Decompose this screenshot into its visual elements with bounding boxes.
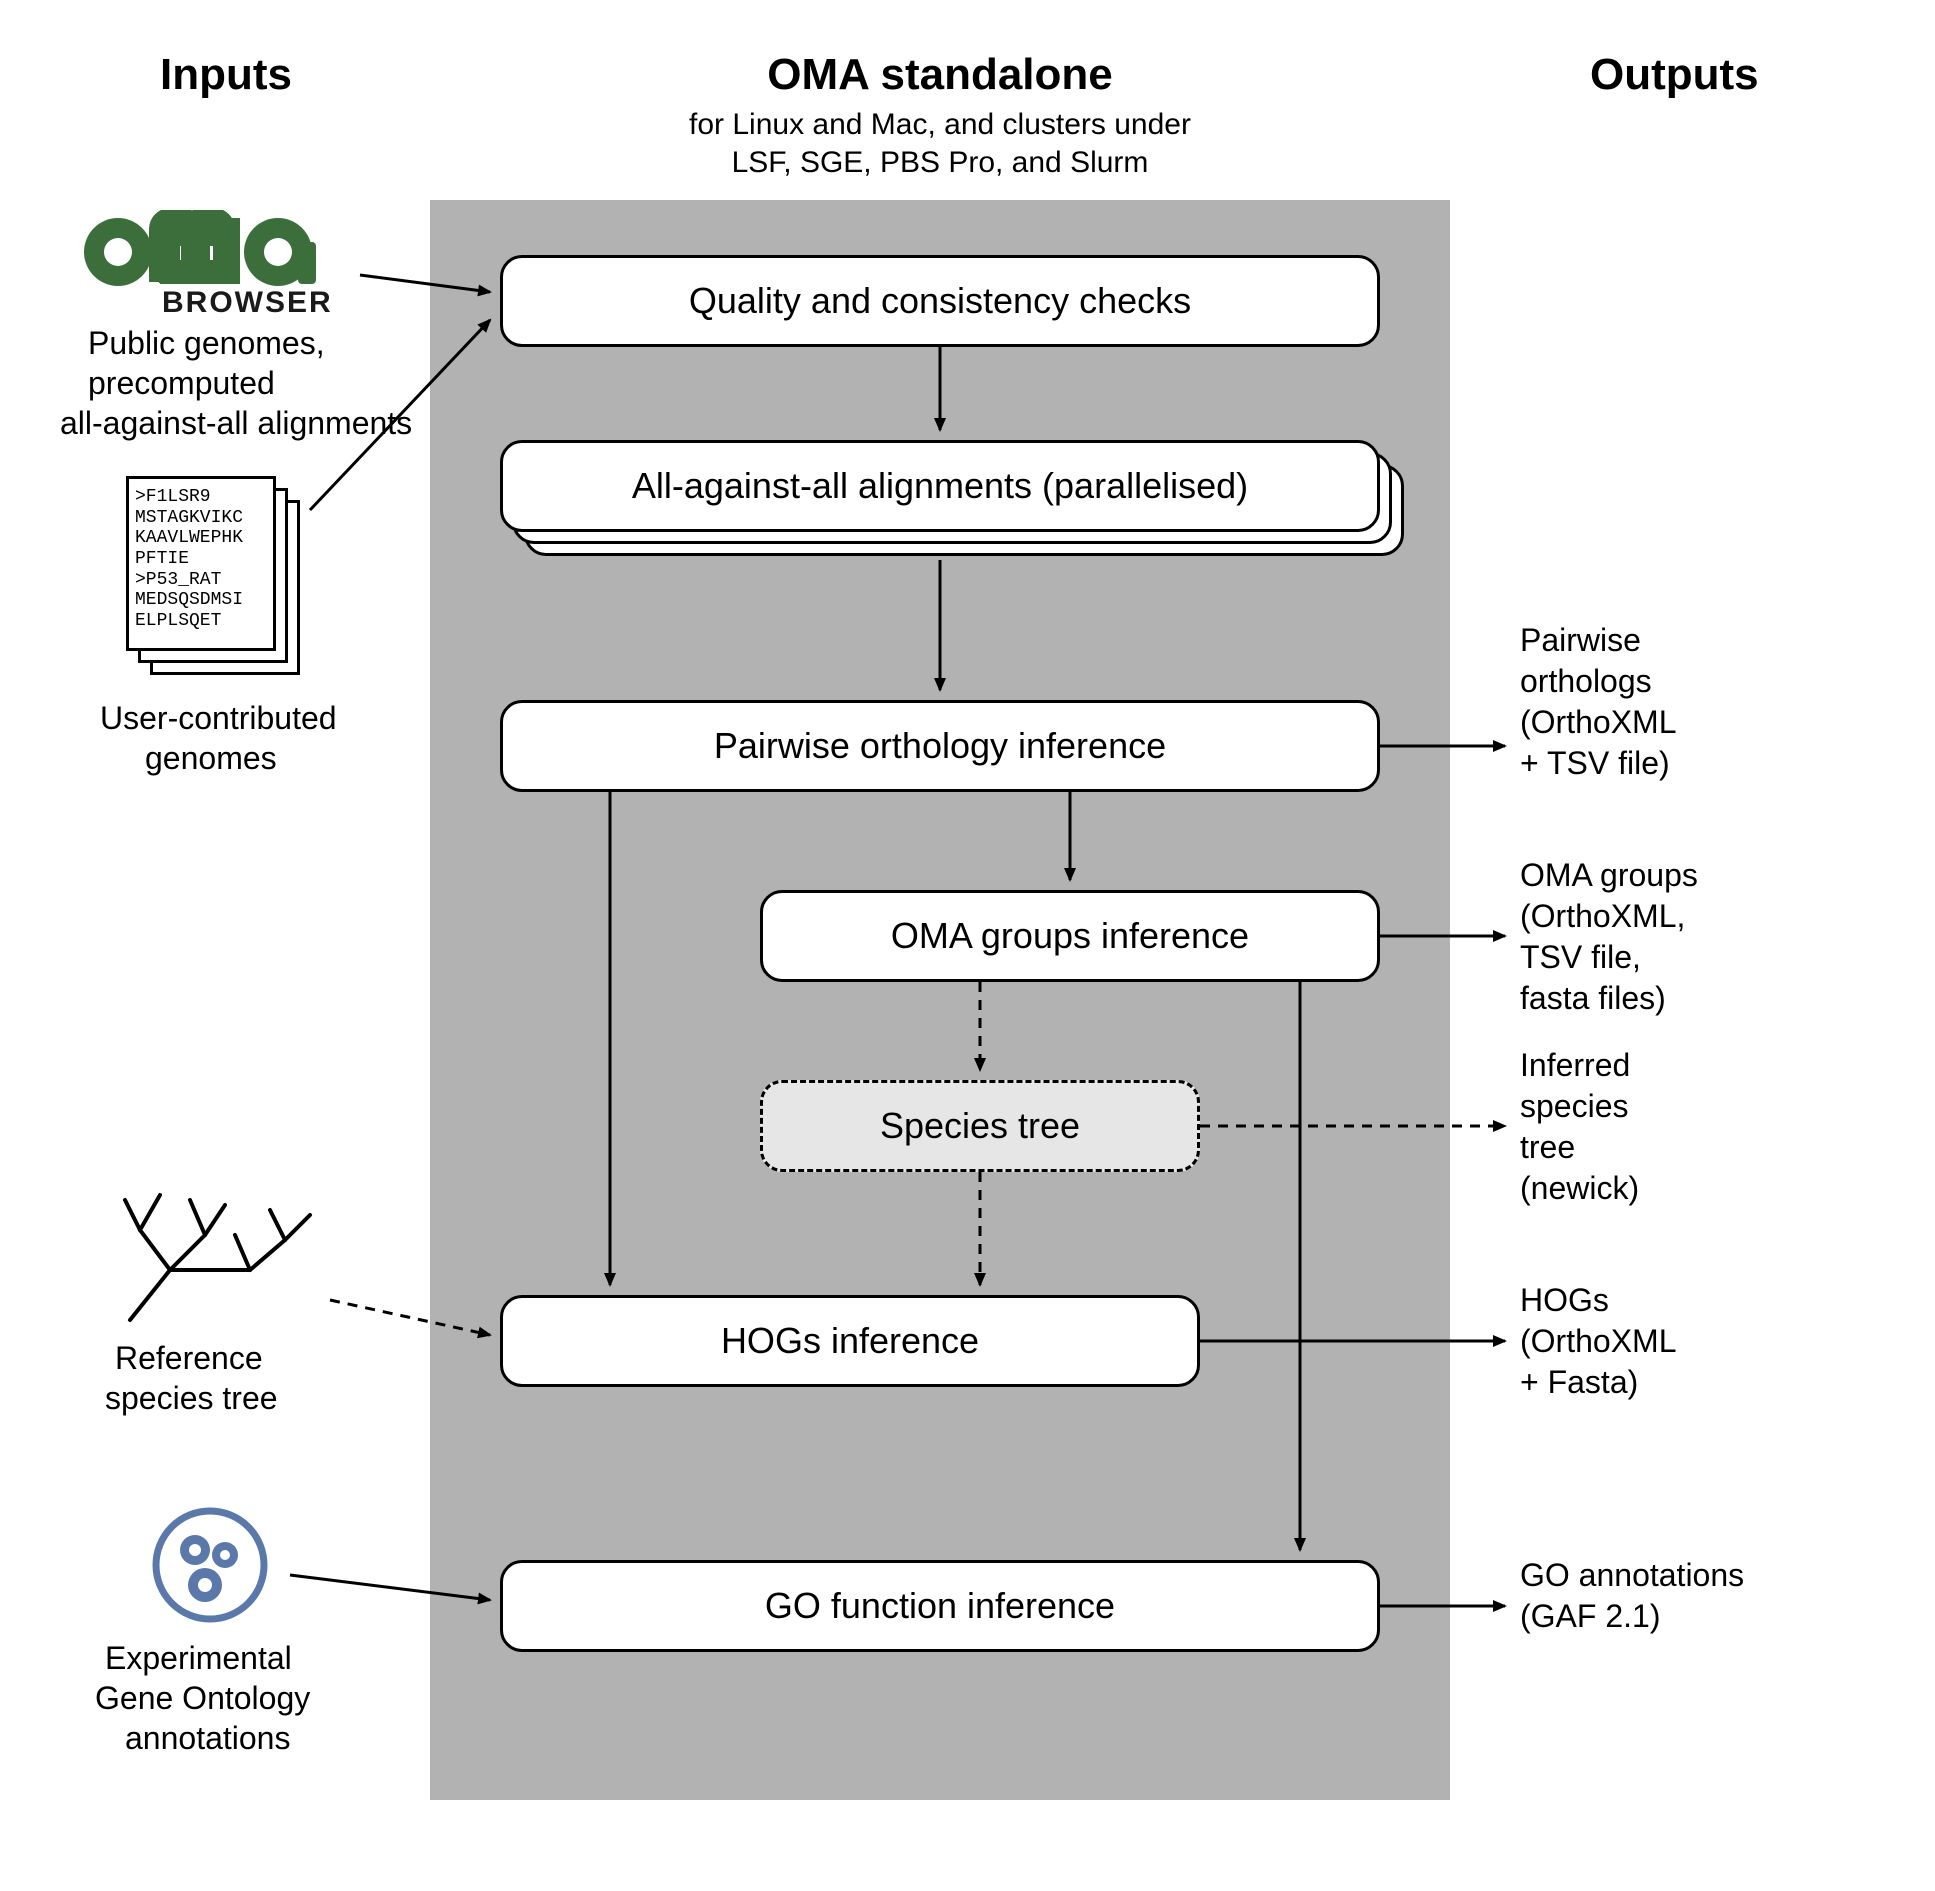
output-species-l4: (newick) bbox=[1520, 1168, 1639, 1209]
node-pairwise: Pairwise orthology inference bbox=[500, 700, 1380, 792]
label-ref-tree-2: species tree bbox=[105, 1380, 278, 1417]
label-go-1: Experimental bbox=[105, 1640, 292, 1677]
label-go-2: Gene Ontology bbox=[95, 1680, 310, 1717]
output-omagroups: OMA groups (OrthoXML, TSV file, fasta fi… bbox=[1520, 855, 1698, 1019]
output-omagroups-l3: TSV file, bbox=[1520, 937, 1698, 978]
fasta-file-icon: >F1LSR9 MSTAGKVIKC KAAVLWEPHK PFTIE >P53… bbox=[126, 476, 276, 651]
node-species-tree: Species tree bbox=[760, 1080, 1200, 1172]
output-pairwise-l1: Pairwise bbox=[1520, 620, 1676, 661]
output-omagroups-l4: fasta files) bbox=[1520, 978, 1698, 1019]
label-ref-tree-1: Reference bbox=[115, 1340, 263, 1377]
label-public-genomes-3: all-against-all alignments bbox=[60, 405, 412, 442]
reference-tree-icon bbox=[110, 1180, 330, 1335]
output-pairwise: Pairwise orthologs (OrthoXML + TSV file) bbox=[1520, 620, 1676, 784]
label-public-genomes-1: Public genomes, bbox=[88, 325, 325, 362]
heading-center-sub2: LSF, SGE, PBS Pro, and Slurm bbox=[430, 146, 1450, 180]
output-pairwise-l4: + TSV file) bbox=[1520, 743, 1676, 784]
output-species: Inferred species tree (newick) bbox=[1520, 1045, 1639, 1209]
fasta-text: >F1LSR9 MSTAGKVIKC KAAVLWEPHK PFTIE >P53… bbox=[129, 479, 273, 640]
label-user-genomes-1: User-contributed bbox=[100, 700, 337, 737]
output-species-l3: tree bbox=[1520, 1127, 1639, 1168]
output-go-l1: GO annotations bbox=[1520, 1555, 1744, 1596]
label-go-3: annotations bbox=[125, 1720, 290, 1757]
output-pairwise-l3: (OrthoXML bbox=[1520, 702, 1676, 743]
heading-outputs: Outputs bbox=[1590, 50, 1759, 100]
output-go: GO annotations (GAF 2.1) bbox=[1520, 1555, 1744, 1637]
output-hogs: HOGs (OrthoXML + Fasta) bbox=[1520, 1280, 1676, 1403]
heading-center-title: OMA standalone bbox=[430, 50, 1450, 100]
output-hogs-l3: + Fasta) bbox=[1520, 1362, 1676, 1403]
node-qc: Quality and consistency checks bbox=[500, 255, 1380, 347]
svg-text:BROWSER: BROWSER bbox=[162, 286, 333, 319]
output-hogs-l2: (OrthoXML bbox=[1520, 1321, 1676, 1362]
output-hogs-l1: HOGs bbox=[1520, 1280, 1676, 1321]
output-go-l2: (GAF 2.1) bbox=[1520, 1596, 1744, 1637]
heading-inputs: Inputs bbox=[160, 50, 292, 100]
node-hogs: HOGs inference bbox=[500, 1295, 1200, 1387]
output-species-l2: species bbox=[1520, 1086, 1639, 1127]
go-icon bbox=[150, 1505, 270, 1630]
oma-browser-logo: BROWSER bbox=[80, 210, 370, 325]
label-public-genomes-2: precomputed bbox=[88, 365, 275, 402]
output-pairwise-l2: orthologs bbox=[1520, 661, 1676, 702]
node-omagroups: OMA groups inference bbox=[760, 890, 1380, 982]
node-ava: All-against-all alignments (parallelised… bbox=[500, 440, 1380, 532]
output-omagroups-l2: (OrthoXML, bbox=[1520, 896, 1698, 937]
output-omagroups-l1: OMA groups bbox=[1520, 855, 1698, 896]
node-go: GO function inference bbox=[500, 1560, 1380, 1652]
label-user-genomes-2: genomes bbox=[145, 740, 277, 777]
heading-center-sub1: for Linux and Mac, and clusters under bbox=[430, 108, 1450, 142]
output-species-l1: Inferred bbox=[1520, 1045, 1639, 1086]
